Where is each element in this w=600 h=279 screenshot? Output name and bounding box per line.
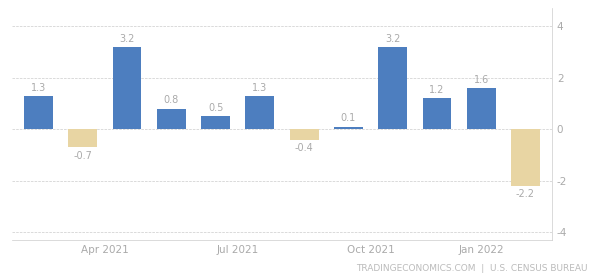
Text: 1.2: 1.2 (429, 85, 445, 95)
Text: 3.2: 3.2 (385, 34, 400, 44)
Text: -0.4: -0.4 (295, 143, 314, 153)
Bar (511, 129, 540, 186)
Text: 3.2: 3.2 (119, 34, 135, 44)
Text: -2.2: -2.2 (516, 189, 535, 199)
Text: 0.5: 0.5 (208, 103, 223, 113)
Text: 0.8: 0.8 (164, 95, 179, 105)
Text: 0.1: 0.1 (341, 113, 356, 123)
Bar (68, 129, 97, 147)
Bar (290, 129, 319, 140)
Bar (113, 47, 142, 129)
Text: 1.6: 1.6 (473, 75, 489, 85)
Bar (334, 127, 363, 129)
Bar (24, 96, 53, 129)
Text: TRADINGECONOMICS.COM  |  U.S. CENSUS BUREAU: TRADINGECONOMICS.COM | U.S. CENSUS BUREA… (356, 264, 588, 273)
Bar (467, 88, 496, 129)
Text: 1.3: 1.3 (31, 83, 46, 93)
Text: 1.3: 1.3 (252, 83, 268, 93)
Bar (157, 109, 186, 129)
Bar (378, 47, 407, 129)
Bar (201, 116, 230, 129)
Bar (245, 96, 274, 129)
Bar (422, 98, 451, 129)
Text: -0.7: -0.7 (73, 151, 92, 161)
